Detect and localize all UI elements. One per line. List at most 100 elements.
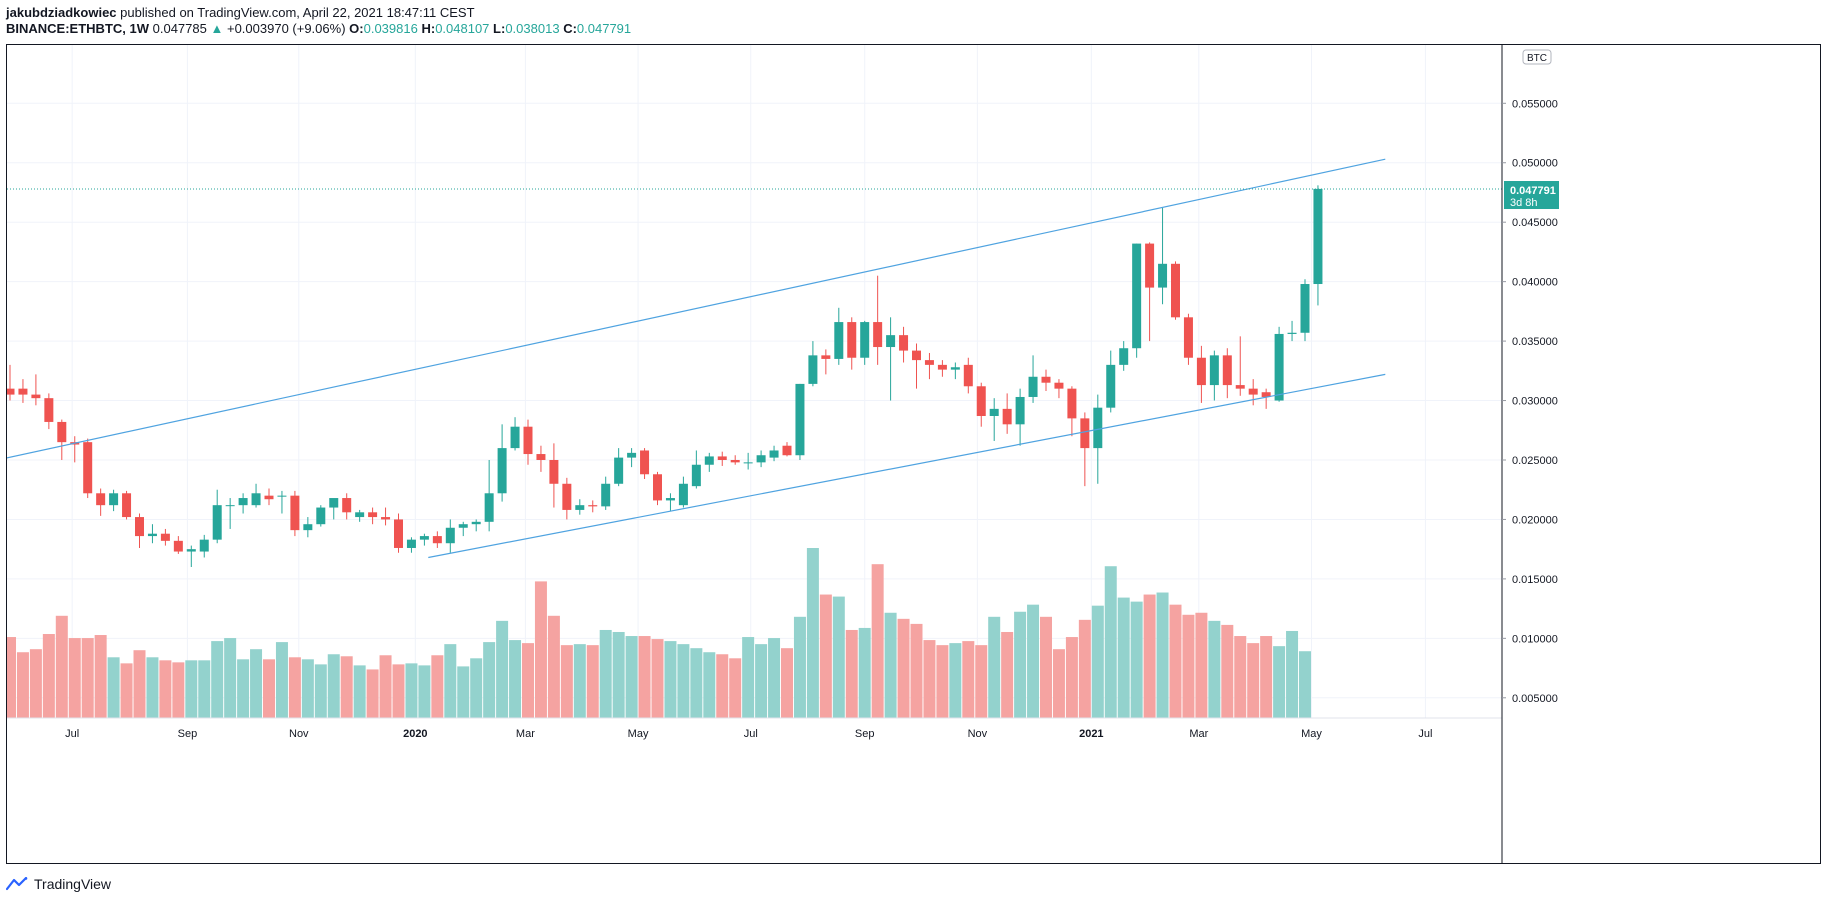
candle-body[interactable]	[290, 495, 300, 531]
price-chart[interactable]: Jul Sep Nov 2020 Mar May Jul Sep Nov 2021 Mar May Ju…	[7, 45, 1820, 863]
currency-badge[interactable]	[1522, 49, 1552, 65]
candle-body[interactable]	[1196, 357, 1206, 386]
candle-body[interactable]	[963, 364, 973, 387]
candle-body[interactable]	[937, 364, 947, 370]
candle-body[interactable]	[782, 445, 792, 456]
candle-body[interactable]	[342, 498, 352, 513]
candle-body[interactable]	[899, 335, 909, 351]
candle-body[interactable]	[7, 388, 15, 395]
candle-body[interactable]	[96, 493, 106, 506]
candle-body[interactable]	[212, 505, 222, 540]
candle-body[interactable]	[238, 498, 248, 506]
candle-body[interactable]	[277, 495, 287, 497]
candle-body[interactable]	[601, 483, 611, 507]
candle-body[interactable]	[83, 442, 93, 494]
candle-body[interactable]	[834, 322, 844, 359]
candle-body[interactable]	[821, 355, 831, 359]
candle-body[interactable]	[549, 459, 559, 484]
candle-body[interactable]	[1158, 263, 1168, 288]
candle-body[interactable]	[1119, 348, 1129, 365]
candle-body[interactable]	[653, 474, 662, 501]
candle-body[interactable]	[368, 512, 378, 518]
candle-body[interactable]	[316, 507, 326, 525]
candle-body[interactable]	[445, 527, 455, 544]
candle-body[interactable]	[497, 448, 507, 494]
candle-body[interactable]	[18, 388, 28, 395]
candle-body[interactable]	[743, 462, 753, 464]
candle-body[interactable]	[627, 452, 637, 458]
candle-body[interactable]	[1106, 364, 1116, 408]
candle-body[interactable]	[1287, 332, 1297, 334]
candle-body[interactable]	[976, 386, 986, 416]
candle-body[interactable]	[1145, 243, 1155, 288]
trendline-upper[interactable]	[7, 158, 1386, 460]
candle-body[interactable]	[135, 517, 144, 537]
candle-body[interactable]	[1080, 418, 1090, 449]
candle-body[interactable]	[1261, 392, 1271, 397]
candle-body[interactable]	[1132, 243, 1142, 349]
candle-body[interactable]	[704, 456, 714, 465]
candle-body[interactable]	[1222, 355, 1232, 386]
candle-body[interactable]	[419, 536, 429, 540]
candle-body[interactable]	[381, 517, 391, 520]
candle-body[interactable]	[173, 540, 183, 552]
candle-body[interactable]	[860, 322, 870, 358]
candle-body[interactable]	[614, 457, 624, 484]
candle-body[interactable]	[950, 367, 960, 370]
candle-body[interactable]	[730, 459, 740, 463]
candle-body[interactable]	[989, 408, 999, 416]
candle-body[interactable]	[1015, 396, 1025, 425]
candle-body[interactable]	[924, 360, 934, 365]
candle-body[interactable]	[1093, 407, 1103, 449]
candle-body[interactable]	[1028, 376, 1038, 397]
candle-body[interactable]	[1313, 188, 1323, 285]
candle-body[interactable]	[588, 505, 598, 507]
candle-body[interactable]	[160, 533, 170, 541]
candle-body[interactable]	[808, 355, 818, 384]
candle-body[interactable]	[691, 464, 701, 487]
candle-body[interactable]	[912, 350, 921, 361]
candle-body[interactable]	[225, 505, 235, 507]
candle-body[interactable]	[303, 524, 313, 531]
candle-body[interactable]	[458, 524, 468, 528]
candle-body[interactable]	[640, 450, 650, 475]
candle-body[interactable]	[678, 483, 688, 506]
candle-body[interactable]	[886, 335, 896, 348]
trendline-lower[interactable]	[428, 373, 1386, 559]
candle-body[interactable]	[471, 521, 481, 525]
candle-body[interactable]	[756, 455, 766, 463]
footer-brand-text[interactable]: TradingView	[34, 876, 112, 892]
candle-body[interactable]	[536, 454, 546, 460]
candle-body[interactable]	[1041, 376, 1051, 383]
candle-body[interactable]	[57, 421, 67, 443]
candle-body[interactable]	[122, 493, 132, 518]
candle-body[interactable]	[1054, 382, 1064, 389]
candle-body[interactable]	[873, 322, 883, 348]
candle-body[interactable]	[199, 539, 209, 552]
candle-body[interactable]	[1002, 408, 1012, 425]
candle-body[interactable]	[562, 483, 572, 510]
candle-body[interactable]	[355, 512, 365, 518]
candle-body[interactable]	[432, 536, 442, 544]
candle-body[interactable]	[1300, 284, 1310, 333]
candle-body[interactable]	[1067, 388, 1077, 419]
candle-body[interactable]	[665, 498, 675, 501]
candle-body[interactable]	[1235, 385, 1245, 389]
candle-body[interactable]	[264, 495, 274, 500]
candle-body[interactable]	[717, 456, 727, 460]
candle-body[interactable]	[769, 450, 779, 458]
author-name[interactable]: jakubdziadkowiec	[6, 5, 117, 20]
candle-body[interactable]	[147, 533, 157, 537]
candle-body[interactable]	[406, 539, 416, 548]
candle-body[interactable]	[394, 519, 403, 548]
candle-body[interactable]	[523, 426, 533, 455]
candle-body[interactable]	[1171, 263, 1180, 318]
candle-body[interactable]	[1248, 388, 1258, 395]
candle-body[interactable]	[44, 398, 54, 422]
candle-body[interactable]	[575, 505, 585, 510]
candle-body[interactable]	[251, 493, 261, 506]
candle-body[interactable]	[484, 493, 494, 522]
candle-body[interactable]	[1209, 355, 1219, 386]
candle-body[interactable]	[510, 426, 520, 449]
candle-body[interactable]	[847, 322, 857, 358]
